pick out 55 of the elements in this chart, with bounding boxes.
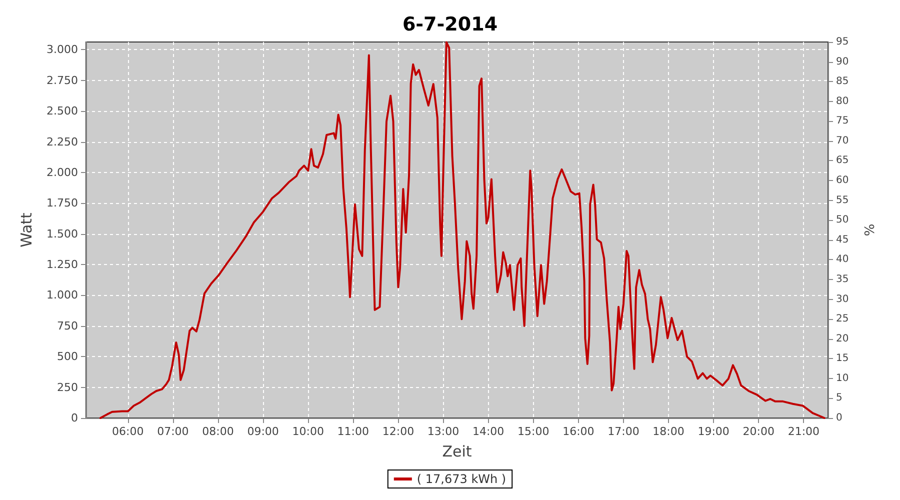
x-axis-title: Zeit: [442, 442, 472, 460]
y2-tick-label: 5: [836, 392, 842, 404]
y2-axis-title: %: [863, 224, 878, 236]
y2-tick-label: 10: [836, 372, 849, 384]
y-axis-title: Watt: [18, 212, 36, 248]
y-tick-label: 2.000: [46, 166, 78, 179]
x-tick-label: 09:00: [247, 425, 279, 438]
y-tick-label: 750: [57, 319, 78, 332]
y2-tick-label: 25: [836, 314, 849, 325]
x-tick-label: 18:00: [652, 425, 684, 438]
y2-tick-label: 45: [836, 234, 849, 246]
x-tick-label: 08:00: [202, 425, 234, 438]
y2-tick-label: 50: [836, 214, 849, 226]
y-tick-label: 1.250: [46, 258, 78, 272]
y2-tick-label: 70: [836, 135, 849, 146]
x-tick-label: 20:00: [742, 425, 774, 438]
y2-tick-label: 55: [836, 194, 849, 206]
y2-tick-label: 85: [836, 76, 849, 88]
y-tick-label: 250: [57, 380, 78, 394]
x-tick-label: 07:00: [157, 425, 189, 438]
x-tick-label: 06:00: [112, 425, 144, 438]
y-tick-label: 1.750: [46, 196, 78, 210]
y2-tick-label: 60: [836, 175, 849, 186]
y-tick-label: 3.000: [46, 43, 78, 56]
y-tick-label: 1.500: [46, 227, 78, 240]
y2-tick-label: 65: [836, 155, 849, 166]
line-series: [99, 41, 826, 419]
x-tick-label: 19:00: [698, 425, 730, 438]
y2-tick-label: 30: [836, 294, 849, 305]
y-tick-label: 1.000: [46, 288, 78, 302]
y2-tick-label: 20: [836, 333, 849, 344]
y-tick-label: 500: [57, 350, 78, 364]
y2-tick-label: 80: [836, 96, 849, 107]
x-tick-label: 16:00: [562, 425, 594, 438]
chart-title: 6-7-2014: [402, 14, 498, 36]
y2-tick-label: 15: [836, 353, 849, 364]
x-tick-label: 12:00: [382, 425, 414, 438]
y2-tick-label: 95: [836, 36, 849, 48]
legend-label: ( 17,673 kWh ): [416, 472, 506, 486]
x-tick-label: 10:00: [292, 425, 324, 438]
y-tick-label: 2.500: [46, 104, 78, 118]
y2-tick-label: 90: [836, 56, 849, 68]
y-tick-label: 2.750: [46, 74, 78, 87]
x-tick-label: 11:00: [337, 425, 370, 438]
y2-tick-label: 35: [836, 274, 849, 285]
y2-tick-label: 40: [836, 254, 849, 266]
x-tick-label: 17:00: [608, 425, 640, 438]
x-tick-label: 14:00: [472, 425, 504, 438]
y-tick-label: 0: [71, 412, 78, 424]
y2-tick-label: 75: [836, 116, 849, 127]
y-tick-label: 2.250: [46, 135, 78, 148]
x-tick-label: 13:00: [427, 425, 460, 438]
y2-tick-label: 0: [836, 412, 842, 424]
x-tick-label: 21:00: [788, 425, 820, 438]
x-tick-label: 15:00: [518, 425, 550, 438]
